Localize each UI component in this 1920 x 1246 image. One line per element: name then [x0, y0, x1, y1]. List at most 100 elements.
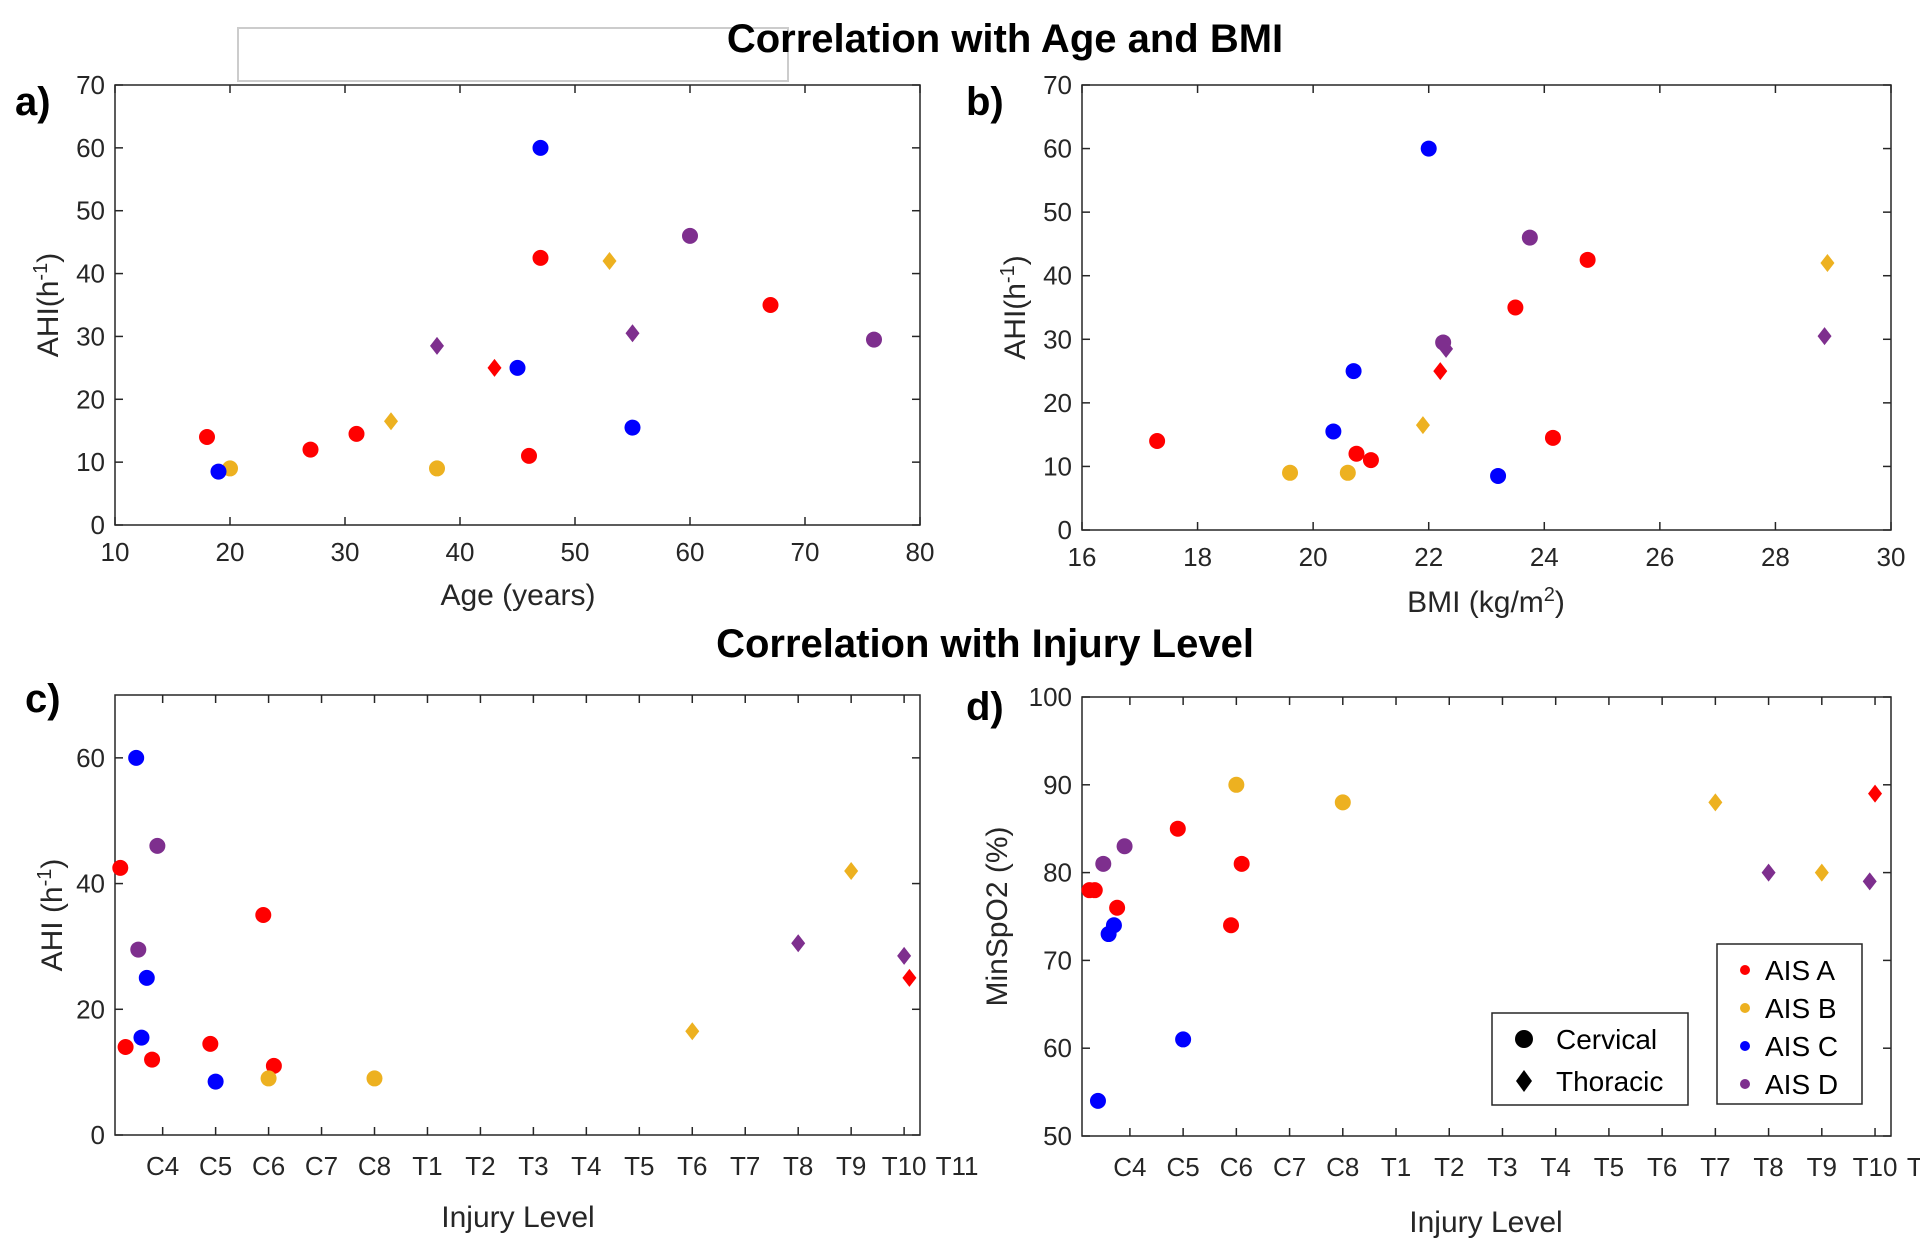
legend-marker-ais: [1740, 1079, 1750, 1089]
x-tick-label: T9: [836, 1151, 866, 1181]
data-point: [762, 297, 779, 313]
y-tick-label: 60: [1043, 1033, 1072, 1063]
data-point: [265, 1057, 282, 1074]
panel-label-c: c): [25, 677, 61, 721]
y-tick-label: 70: [1043, 70, 1072, 100]
data-point: [1109, 899, 1126, 916]
panel-c: 0 20 40 60 C4 C5 C6 C7 C8 T1 T2 T3 T4 T5 T6 T7 T8 T9 T10 T1…: [25, 677, 979, 1234]
data-point: [1105, 917, 1122, 934]
legend-label-ais: AIS D: [1765, 1069, 1838, 1100]
x-tick-label: T8: [1753, 1152, 1783, 1182]
data-point: [260, 1070, 277, 1087]
x-tick-label: T1: [1381, 1152, 1411, 1182]
data-point: [199, 429, 215, 445]
legend-marker-ais: [1740, 1041, 1750, 1051]
data-point: [1433, 362, 1448, 381]
legend-marker-diamond: [1516, 1070, 1532, 1092]
data-point: [1116, 838, 1133, 855]
data-point: [1507, 299, 1524, 316]
x-tick-label: T2: [465, 1151, 495, 1181]
data-point: [112, 859, 129, 876]
data-point: [1817, 327, 1832, 346]
axes-box-c: [114, 694, 921, 1136]
data-point: [1708, 793, 1723, 812]
x-tick-label: 50: [561, 537, 590, 567]
data-point: [255, 907, 272, 923]
x-tick-label: 18: [1183, 542, 1212, 572]
y-axis-label-a: AHI(h-1): [30, 253, 65, 357]
legends: Cervical Thoracic AIS A AIS B AIS C AIS D: [1491, 943, 1863, 1106]
y-axis-label-b-text: AHI(h-1): [997, 255, 1032, 359]
y-tick-label: 40: [1043, 261, 1072, 291]
data-point: [1420, 140, 1437, 157]
legend-label-ais: AIS A: [1765, 955, 1835, 986]
data-point: [1282, 464, 1299, 481]
y-tick-label: 70: [76, 70, 105, 100]
y-tick-label: 50: [1043, 1121, 1072, 1151]
x-tick-label: C6: [252, 1151, 285, 1181]
data-point: [1089, 1092, 1106, 1109]
x-tick-label: T3: [518, 1151, 548, 1181]
y-axis-label-c: AHI (h-1): [34, 859, 69, 972]
section-title-bottom: Correlation with Injury Level: [716, 622, 1254, 666]
data-point: [1348, 445, 1365, 462]
y-tick-label: 20: [76, 994, 105, 1024]
y-tick-label: 20: [1043, 388, 1072, 418]
y-tick-label: 50: [76, 196, 105, 226]
data-point: [207, 1073, 224, 1090]
x-axis-label-d: Injury Level: [1409, 1206, 1562, 1239]
x-tick-label: 16: [1068, 542, 1097, 572]
x-axis-label-b: BMI (kg/m2): [1407, 584, 1565, 619]
panel-b: 0 10 20 30 40 50 60 70 16 18 20 22 24 26 28 30 b) BMI (kg…: [966, 70, 1905, 619]
data-point: [897, 946, 912, 965]
data-point: [1233, 855, 1250, 872]
x-tick-label: 10: [101, 537, 130, 567]
data-point: [1325, 423, 1342, 440]
x-tick-label: 24: [1530, 542, 1559, 572]
y-tick-label: 30: [76, 321, 105, 351]
data-point: [1095, 855, 1112, 872]
legend-marker-ais: [1740, 1003, 1750, 1013]
section-title-top: Correlation with Age and BMI: [727, 17, 1283, 61]
legend-marker-ais: [1740, 965, 1750, 975]
data-point: [144, 1051, 161, 1068]
data-point: [625, 324, 640, 343]
x-tick-label: T4: [571, 1151, 601, 1181]
x-tick-label: T10: [1853, 1152, 1898, 1182]
x-tick-label: T3: [1487, 1152, 1517, 1182]
data-point: [1862, 872, 1877, 891]
y-tick-label: 30: [1043, 324, 1072, 354]
x-tick-label: 20: [1299, 542, 1328, 572]
data-point: [1345, 363, 1362, 380]
data-point: [366, 1070, 383, 1087]
x-tick-label: C7: [305, 1151, 338, 1181]
x-tick-label: C7: [1273, 1152, 1306, 1182]
x-tick-label: T4: [1541, 1152, 1571, 1182]
legend-label-ais: AIS B: [1765, 993, 1837, 1024]
data-point: [521, 447, 537, 464]
x-tick-label: 22: [1414, 542, 1443, 572]
x-tick-label: 30: [1877, 542, 1906, 572]
y-tick-label: 60: [76, 743, 105, 773]
x-tick-label: T1: [412, 1151, 442, 1181]
data-point: [138, 969, 155, 986]
data-point: [791, 934, 806, 953]
x-tick-label: T7: [730, 1151, 760, 1181]
data-point: [1868, 784, 1883, 803]
x-tick-label: 40: [446, 537, 475, 567]
legend-label-cervical: Cervical: [1556, 1024, 1657, 1055]
x-tick-label: 60: [676, 537, 705, 567]
y-axis-label-d: MinSpO2 (%): [981, 826, 1014, 1006]
y-tick-label: 70: [1043, 945, 1072, 975]
data-point: [429, 460, 445, 477]
x-tick-label: 30: [331, 537, 360, 567]
y-tick-label: 0: [91, 510, 105, 540]
data-point: [133, 1029, 150, 1046]
y-tick-label: 20: [76, 384, 105, 414]
x-tick-label: T10: [882, 1151, 927, 1181]
x-tick-label: T8: [783, 1151, 813, 1181]
y-tick-label: 100: [1029, 682, 1072, 712]
data-point: [1228, 776, 1245, 793]
axes-box-b: [1081, 84, 1892, 531]
